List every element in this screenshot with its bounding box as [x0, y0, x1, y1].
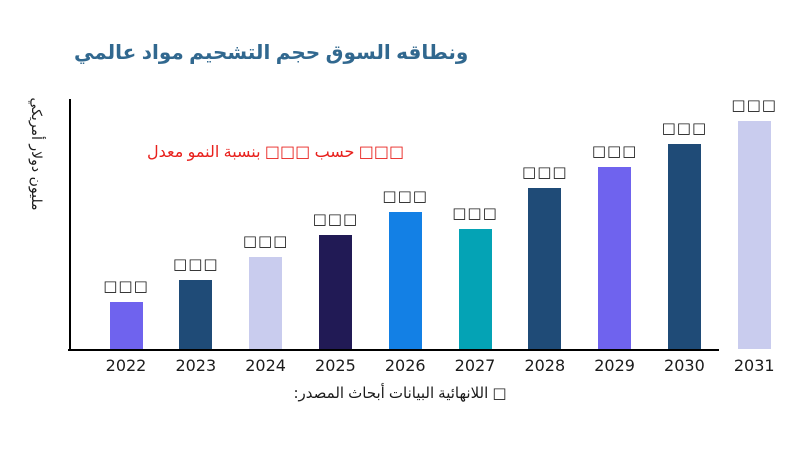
word: حجم — [275, 40, 321, 64]
word: □ — [492, 384, 507, 402]
bar-2022 — [109, 302, 143, 349]
word: التشحيم — [189, 40, 271, 64]
bar-2026 — [388, 212, 422, 349]
bar-2024 — [249, 257, 283, 349]
chart-title: عالمي مواد التشحيم حجم السوق ونطاقه — [74, 40, 468, 64]
word: □□□ — [264, 142, 311, 161]
bar-2029 — [598, 167, 632, 349]
source-note: المصدر: أبحاث البيانات اللانهائية □ — [0, 384, 800, 402]
word: □□□ — [358, 142, 405, 161]
x-tick-label-2029: 2029 — [594, 356, 635, 375]
word: بنسبة — [223, 142, 261, 161]
bar-value-label-2023: □□□ — [173, 255, 219, 273]
bar-value-label-2028: □□□ — [522, 163, 568, 181]
word: حسب — [314, 142, 355, 161]
bar-2023 — [179, 280, 213, 349]
bar-2028 — [528, 188, 562, 349]
x-tick-label-2028: 2028 — [524, 356, 566, 375]
x-tick-label-2025: 2025 — [315, 356, 356, 375]
bar-value-label-2022: □□□ — [103, 277, 149, 295]
x-axis-line — [68, 349, 719, 351]
word: معدل — [147, 142, 184, 161]
source-note-text: المصدر: أبحاث البيانات اللانهائية □ — [293, 384, 506, 402]
word: عالمي — [74, 40, 137, 64]
x-tick-label-2030: 2030 — [664, 356, 705, 375]
y-axis-label: مليون دولار أمريكي — [28, 97, 44, 211]
x-tick-label-2023: 2023 — [175, 356, 217, 375]
y-axis-line — [69, 99, 71, 351]
x-tick-label-2027: 2027 — [454, 356, 496, 375]
bar-value-label-2024: □□□ — [242, 232, 289, 250]
bar-value-label-2030: □□□ — [661, 119, 708, 137]
x-tick-label-2022: 2022 — [105, 356, 147, 375]
bar-2030 — [667, 144, 701, 349]
word: ونطاقه — [396, 40, 469, 64]
word: المصدر: — [293, 384, 345, 402]
x-tick-label-2026: 2026 — [384, 356, 426, 375]
growth-rate-annotation: معدل النمو بنسبة □□□ حسب □□□ — [147, 142, 404, 161]
bar-2031 — [737, 121, 771, 349]
bar-2027 — [458, 229, 492, 349]
bar-2025 — [318, 235, 352, 349]
bar-value-label-2026: □□□ — [382, 187, 428, 205]
x-tick-label-2024: 2024 — [245, 356, 286, 375]
word: النمو — [187, 142, 220, 161]
x-tick-label-2031: 2031 — [733, 356, 775, 375]
word: البيانات — [388, 384, 435, 402]
word: السوق — [325, 40, 391, 64]
bar-value-label-2029: □□□ — [591, 142, 638, 160]
bar-value-label-2031: □□□ — [731, 96, 777, 114]
bar-value-label-2025: □□□ — [312, 210, 359, 228]
word: اللانهائية — [438, 384, 489, 402]
word: مواد — [141, 40, 184, 64]
word: أبحاث — [348, 384, 385, 402]
bar-value-label-2027: □□□ — [452, 204, 498, 222]
